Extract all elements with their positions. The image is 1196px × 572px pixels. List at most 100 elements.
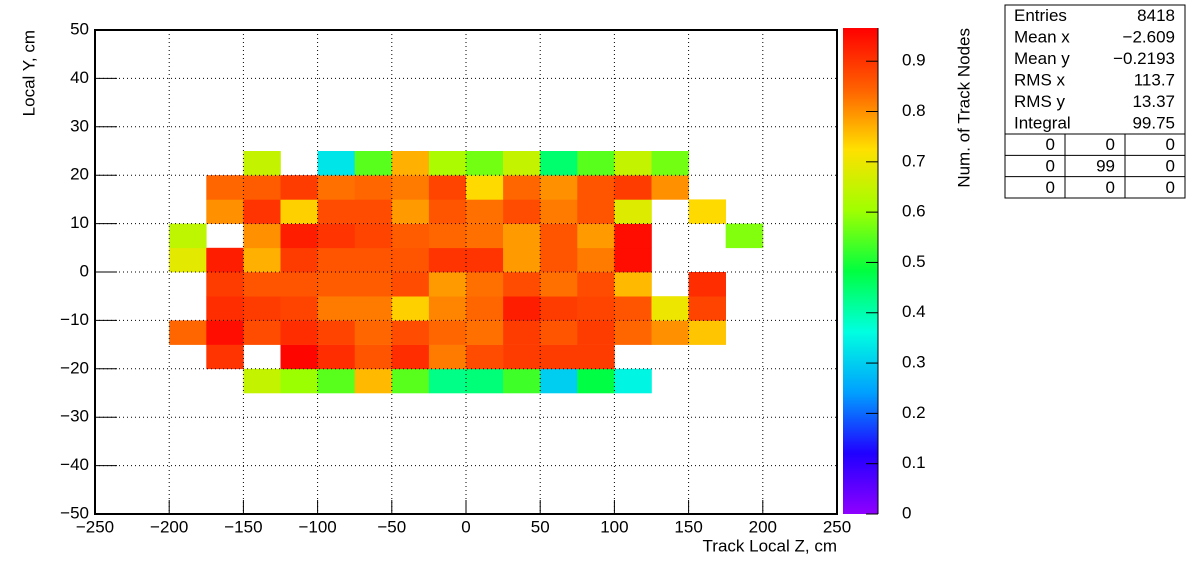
x-tick-label: 50	[531, 517, 550, 536]
heat-cell	[503, 247, 541, 273]
heat-cell	[428, 320, 467, 345]
heat-cell	[243, 368, 281, 394]
stats-label: Integral	[1014, 114, 1071, 133]
color-scale	[843, 28, 878, 514]
heat-cell	[428, 344, 467, 370]
heat-cell	[540, 368, 578, 394]
stats-label: RMS y	[1014, 92, 1066, 111]
heat-cell	[651, 320, 689, 345]
x-tick-label: −50	[377, 517, 406, 536]
x-tick-label: −200	[150, 517, 188, 536]
heat-cell	[354, 344, 393, 370]
heat-cell	[206, 272, 244, 297]
heat-cell	[206, 247, 244, 273]
heat-cell	[243, 175, 281, 200]
heat-cell	[577, 199, 615, 224]
x-tick-label: −250	[76, 517, 114, 536]
heat-cell	[280, 199, 318, 224]
heat-cell	[391, 223, 430, 249]
heat-cell	[577, 344, 615, 370]
heat-cell	[206, 320, 244, 345]
heat-cell	[651, 151, 689, 176]
x-tick-label: 200	[749, 517, 777, 536]
heat-cell	[243, 320, 281, 345]
heat-cell	[466, 368, 504, 394]
z-tick-label: 0.6	[902, 202, 926, 221]
heat-cell	[243, 151, 281, 176]
heat-cell	[354, 320, 393, 345]
heat-cell	[577, 296, 615, 321]
heat-cell	[391, 272, 430, 297]
heat-cell	[391, 344, 430, 370]
z-axis-title: Num. of Track Nodes	[954, 28, 973, 188]
z-tick-label: 0	[902, 503, 911, 522]
x-tick-label: −100	[298, 517, 336, 536]
stats-value: −0.2193	[1113, 49, 1175, 68]
table-cell: 0	[1166, 178, 1175, 197]
heat-cell	[503, 223, 541, 249]
heat-cell	[354, 151, 393, 176]
z-tick-label: 0.4	[902, 302, 926, 321]
table-cell: 0	[1166, 135, 1175, 154]
heat-cell	[243, 247, 281, 273]
heat-cell	[280, 247, 318, 273]
heat-cell	[577, 368, 615, 394]
heat-cell	[688, 296, 726, 321]
heat-cell	[688, 199, 726, 224]
heat-cell	[577, 223, 615, 249]
heat-cell	[280, 368, 318, 394]
y-tick-label: −50	[60, 503, 89, 522]
heat-cell	[317, 151, 355, 176]
stats-label: Mean y	[1014, 49, 1070, 68]
heat-cell	[428, 199, 467, 224]
heat-cell	[540, 199, 578, 224]
heat-cell	[466, 247, 504, 273]
y-tick-label: 50	[70, 19, 89, 38]
heat-cell	[317, 175, 355, 200]
heat-cell	[317, 272, 355, 297]
heat-cell	[391, 247, 430, 273]
heat-cell	[540, 272, 578, 297]
z-tick-label: 0.9	[902, 51, 926, 70]
z-tick-label: 0.1	[902, 453, 926, 472]
table-cell: 0	[1046, 178, 1055, 197]
heat-cell	[503, 175, 541, 200]
z-tick-label: 0.5	[902, 252, 926, 271]
table-cell: 0	[1106, 135, 1115, 154]
y-tick-label: −20	[60, 358, 89, 377]
z-tick-label: 0.7	[902, 151, 926, 170]
x-tick-label: 0	[461, 517, 470, 536]
heat-cell	[466, 223, 504, 249]
heat-cell	[614, 296, 652, 321]
stats-label: RMS x	[1014, 71, 1066, 90]
table-cell: 0	[1046, 156, 1055, 175]
heat-cell	[503, 368, 541, 394]
heat-cell	[428, 247, 467, 273]
heat-cell	[243, 223, 281, 249]
heat-cell	[243, 199, 281, 224]
heat-cell	[169, 247, 207, 273]
y-tick-label: 0	[80, 261, 89, 280]
heat-cell	[614, 368, 652, 394]
heat-cell	[243, 272, 281, 297]
table-cell: 99	[1096, 156, 1115, 175]
heat-cell	[466, 175, 504, 200]
heat-cell	[466, 296, 504, 321]
heat-cell	[577, 320, 615, 345]
heat-cell	[688, 272, 726, 297]
heat-cell	[317, 247, 355, 273]
heat-cell	[577, 151, 615, 176]
heat-cell	[354, 223, 393, 249]
plot-frame	[94, 29, 838, 515]
x-tick-label: 250	[823, 517, 851, 536]
heat-cell	[540, 320, 578, 345]
heat-cell	[466, 272, 504, 297]
heat-cell	[243, 296, 281, 321]
heat-cell	[354, 368, 393, 394]
x-axis-title: Track Local Z, cm	[703, 536, 837, 555]
heat-cell	[688, 320, 726, 345]
heat-cell	[206, 344, 244, 370]
heat-cell	[503, 272, 541, 297]
heat-cell	[466, 151, 504, 176]
heat-cell	[280, 320, 318, 345]
